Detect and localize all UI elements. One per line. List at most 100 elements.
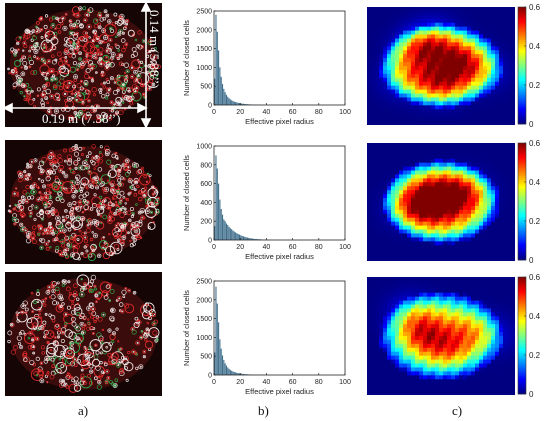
caption-b: b) <box>258 403 269 418</box>
y-tick-label: 0 <box>208 103 212 110</box>
colorbar-3: 0 0.2 0.4 0.6 <box>516 272 550 402</box>
histogram-bar <box>237 102 239 105</box>
histogram-bar <box>219 339 221 375</box>
histogram-bar <box>238 373 241 375</box>
histogram-bar <box>220 208 222 240</box>
histogram-bar <box>228 368 230 375</box>
histogram-bar <box>235 372 237 375</box>
y-tick-label: 800 <box>200 162 212 169</box>
histogram-bar <box>216 303 218 375</box>
histogram-bar <box>229 228 231 240</box>
x-tick-label: 0 <box>212 244 216 251</box>
plot-area <box>214 281 345 375</box>
colorbar-tick-label: 0.6 <box>529 139 541 148</box>
histogram-bar <box>227 367 229 375</box>
y-tick-label: 2000 <box>196 27 212 34</box>
x-tick-label: 0 <box>212 379 216 386</box>
histogram-bar <box>244 236 246 240</box>
histogram-bar <box>241 373 243 375</box>
histogram-bar <box>241 103 243 105</box>
foam-photo-1 <box>5 3 162 127</box>
histogram-bar <box>225 365 227 375</box>
histogram-bar <box>224 92 226 105</box>
histogram-bar <box>218 322 220 375</box>
histogram-bar <box>221 83 224 105</box>
histogram-bar <box>237 233 239 240</box>
heatmap-3 <box>367 277 515 395</box>
y-tick-label: 400 <box>200 200 212 207</box>
histogram-bar <box>214 225 216 240</box>
y-tick-label: 2500 <box>196 279 212 286</box>
histogram-bar <box>215 155 217 240</box>
histogram-bar <box>235 232 237 240</box>
x-tick-label: 60 <box>289 244 297 251</box>
y-axis-label: Number of closed cells <box>182 20 191 96</box>
heatmap-1 <box>367 7 515 125</box>
histogram-bar <box>214 352 216 375</box>
x-tick-label: 20 <box>236 109 244 116</box>
histogram-1: 0 20 40 60 80 100 0 500 1000 1500 2000 2500 Effectiv… <box>180 5 355 135</box>
histogram-bar <box>224 221 226 240</box>
y-tick-label: 200 <box>200 219 212 226</box>
dimension-arrows <box>2 1 152 129</box>
histogram-bar <box>221 355 224 375</box>
histogram-bar <box>236 233 238 240</box>
y-tick-label: 1000 <box>196 335 212 342</box>
histogram-bar <box>215 14 217 105</box>
histogram-bar <box>223 88 225 105</box>
width-dimension-label: 0.19 m (7.38’’) <box>42 111 121 126</box>
y-tick-label: 600 <box>200 181 212 188</box>
x-tick-label: 40 <box>263 379 271 386</box>
plot-area <box>214 146 345 240</box>
height-dimension-label: 0.14 m (5.38’’) <box>147 10 162 89</box>
colorbar-tick-label: 0 <box>529 120 534 129</box>
foam-photo-2 <box>5 140 162 264</box>
histogram-bar <box>228 98 230 105</box>
x-tick-label: 100 <box>339 244 351 251</box>
histogram-bar <box>214 78 216 105</box>
histogram-bar <box>240 235 242 240</box>
histogram-bar <box>231 229 233 240</box>
colorbar-tick-label: 0.6 <box>529 3 541 12</box>
histogram-bar <box>236 372 238 375</box>
y-tick-label: 1500 <box>196 46 212 53</box>
histogram-2: 0 20 40 60 80 100 0 200 400 600 800 1000 Effective p… <box>180 140 355 270</box>
histogram-bar <box>223 359 225 375</box>
y-tick-label: 1000 <box>196 144 212 151</box>
histogram-bar <box>219 67 221 105</box>
histogram-bar <box>216 31 218 105</box>
histogram-bar <box>241 235 243 240</box>
x-tick-label: 40 <box>263 109 271 116</box>
y-tick-label: 500 <box>200 354 212 361</box>
histogram-bar <box>244 103 246 105</box>
histogram-bar <box>216 168 218 240</box>
colorbar-tick-label: 0.2 <box>529 81 541 90</box>
histogram-bar <box>227 224 229 240</box>
colorbar-tick-label: 0.4 <box>529 312 541 321</box>
y-tick-label: 1500 <box>196 316 212 323</box>
histogram-bar <box>231 370 233 375</box>
x-axis-label: Effective pixel radius <box>245 387 314 396</box>
x-tick-label: 80 <box>315 379 323 386</box>
y-tick-label: 0 <box>208 373 212 380</box>
histogram-bar <box>215 286 217 375</box>
histogram-bar <box>229 99 231 105</box>
histogram-bar <box>218 50 220 105</box>
x-tick-label: 60 <box>289 379 297 386</box>
histogram-bar <box>242 373 245 375</box>
x-tick-label: 60 <box>289 109 297 116</box>
histogram-bar <box>236 102 238 105</box>
x-tick-label: 0 <box>212 109 216 116</box>
x-axis-label: Effective pixel radius <box>245 252 314 261</box>
histogram-bar <box>232 101 234 105</box>
colorbar-tick-label: 0.6 <box>529 273 541 282</box>
colorbar-tick-label: 0 <box>529 390 534 399</box>
colorbar-tick-label: 0.2 <box>529 351 541 360</box>
y-tick-label: 0 <box>208 238 212 245</box>
x-tick-label: 80 <box>315 244 323 251</box>
histogram-bar <box>252 238 254 240</box>
y-axis-label: Number of closed cells <box>182 155 191 231</box>
histogram-bar <box>225 94 227 105</box>
x-tick-label: 100 <box>339 379 351 386</box>
histogram-bar <box>246 237 248 240</box>
